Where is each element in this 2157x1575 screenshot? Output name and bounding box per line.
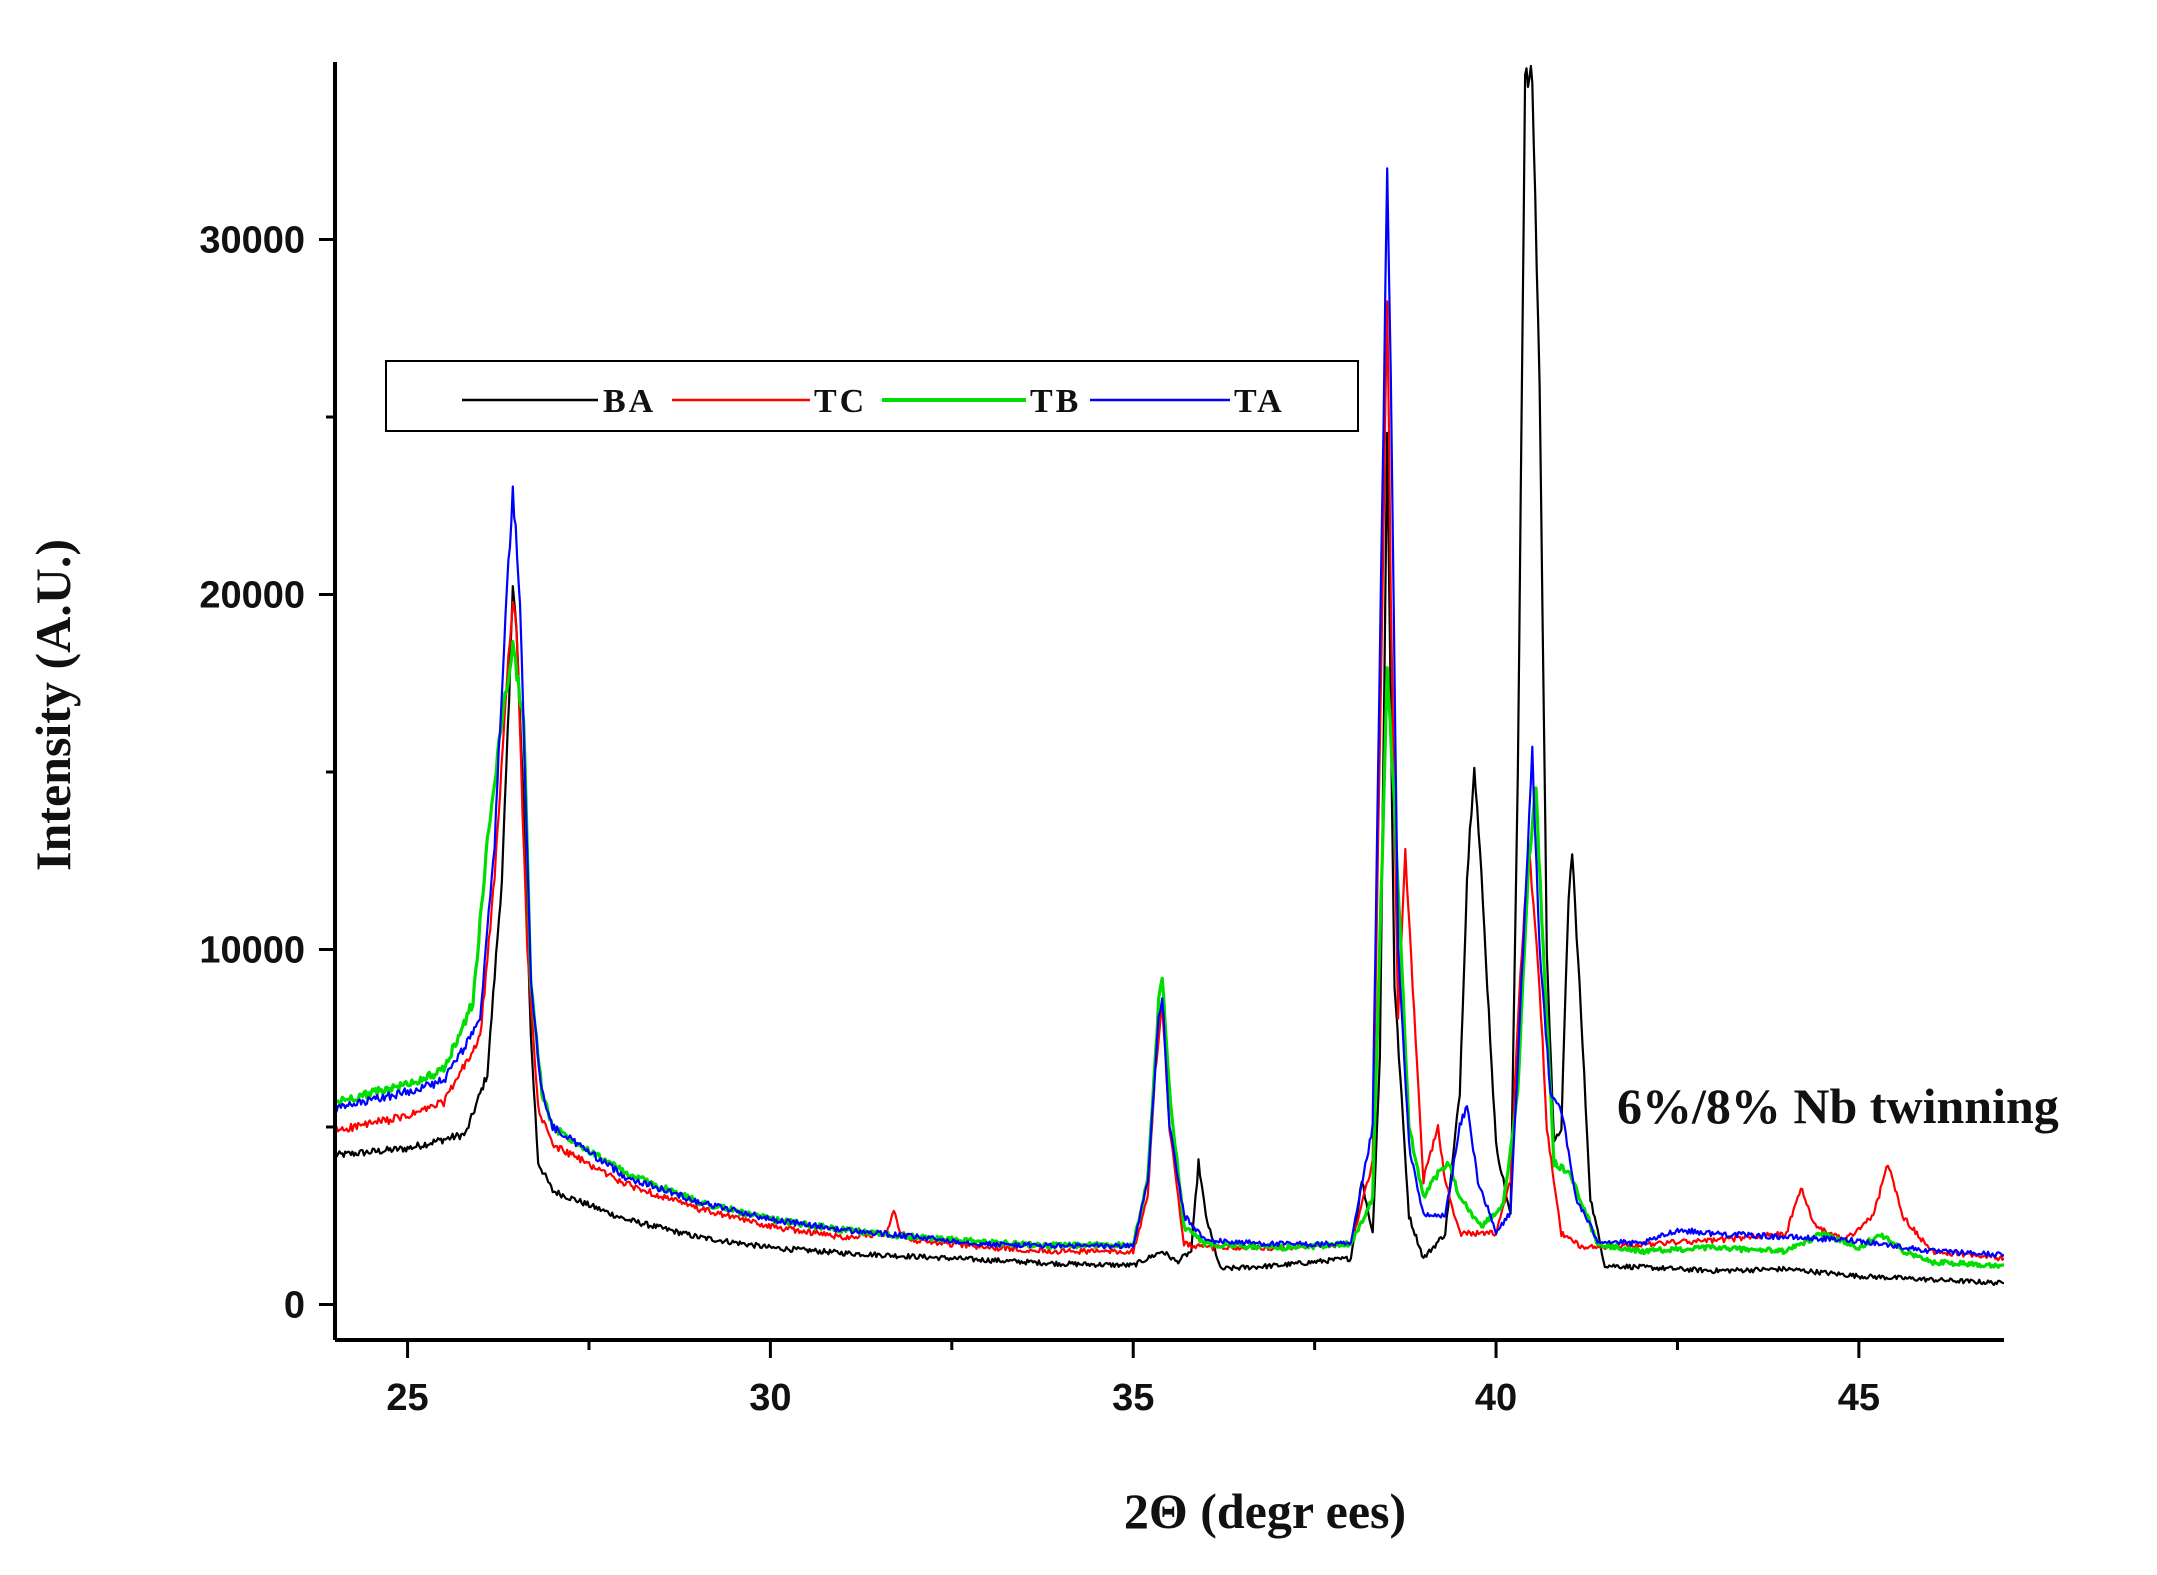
x-axis-title: 2Θ (degr ees) <box>1124 1483 1406 1539</box>
legend-items: BA TC TB TA <box>462 383 1285 420</box>
legend-label-ba: BA <box>603 383 656 420</box>
legend: BA TC TB TA <box>385 360 1359 432</box>
series-line-tb <box>335 639 2004 1269</box>
x-tick-label: 30 <box>749 1377 791 1419</box>
legend-box <box>385 360 1359 432</box>
series-line-ba <box>335 64 2004 1287</box>
x-tick-label: 45 <box>1838 1377 1880 1419</box>
y-tick-label: 0 <box>284 1285 305 1327</box>
nb-twinning-annotation: 6%/8% Nb twinning <box>1617 1078 2059 1134</box>
legend-label-tc: TC <box>814 383 867 420</box>
x-tick-label: 25 <box>386 1377 428 1419</box>
y-axis-title: Intensity (A.U.) <box>25 539 81 871</box>
series-line-ta <box>335 167 2004 1259</box>
series-layer <box>335 64 2004 1287</box>
y-tick-label: 30000 <box>199 220 305 262</box>
legend-label-tb: TB <box>1030 383 1081 420</box>
y-tick-label: 20000 <box>199 575 305 617</box>
legend-label-ta: TA <box>1234 383 1285 420</box>
x-tick-label: 40 <box>1475 1377 1517 1419</box>
ticks: 25 30 35 40 45 0 10000 20000 30000 <box>199 220 1880 1420</box>
x-tick-label: 35 <box>1112 1377 1154 1419</box>
y-tick-label: 10000 <box>199 930 305 972</box>
